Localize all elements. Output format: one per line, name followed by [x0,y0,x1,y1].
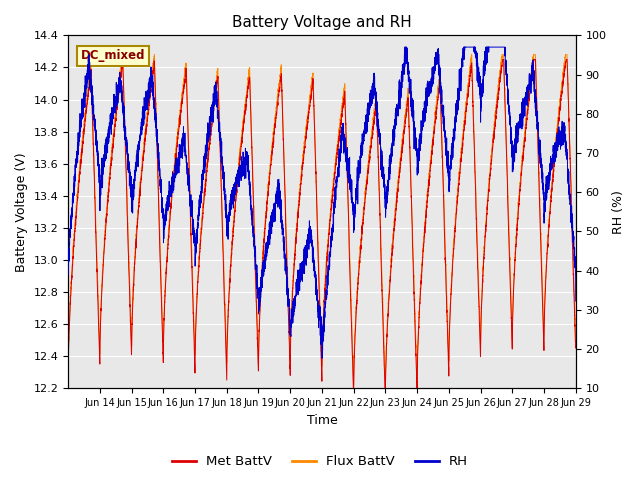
Y-axis label: RH (%): RH (%) [612,190,625,234]
Text: DC_mixed: DC_mixed [81,49,145,62]
Y-axis label: Battery Voltage (V): Battery Voltage (V) [15,152,28,272]
Title: Battery Voltage and RH: Battery Voltage and RH [232,15,412,30]
Legend: Met BattV, Flux BattV, RH: Met BattV, Flux BattV, RH [166,450,474,473]
X-axis label: Time: Time [307,414,337,427]
